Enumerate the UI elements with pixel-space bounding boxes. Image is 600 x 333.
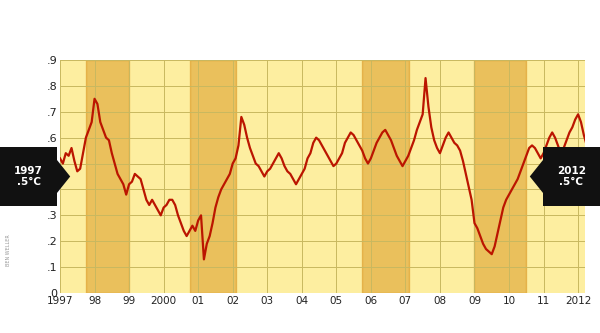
Bar	[86, 60, 129, 293]
Bar	[475, 60, 526, 293]
Text: BEN WELLER: BEN WELLER	[7, 235, 11, 266]
Text: 2012
.5°C: 2012 .5°C	[557, 166, 586, 187]
Text: Graph: Graph	[12, 17, 69, 35]
Text: showing tenths of a degree above and below 14C world average: showing tenths of a degree above and bel…	[87, 19, 592, 33]
Bar	[362, 60, 409, 293]
Bar	[190, 60, 236, 293]
Text: 1997
.5°C: 1997 .5°C	[14, 166, 43, 187]
